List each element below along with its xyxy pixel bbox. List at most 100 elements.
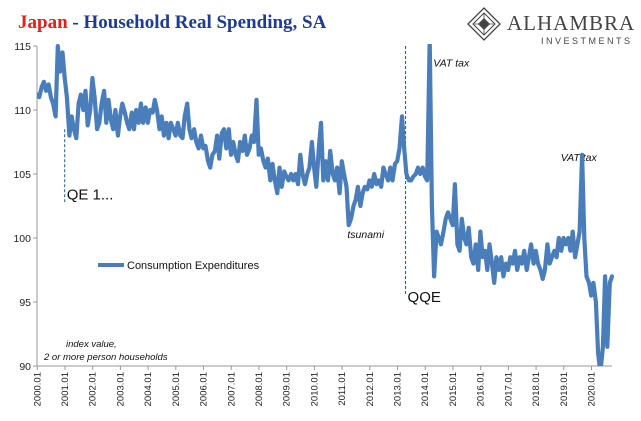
x-tick-label: 2012.01: [365, 372, 376, 406]
data-point: [592, 282, 595, 284]
data-point: [82, 109, 84, 111]
data-point: [424, 176, 426, 178]
data-point: [454, 183, 456, 185]
x-tick-label: 2013.01: [393, 372, 404, 406]
data-point: [117, 135, 119, 137]
data-point: [184, 115, 186, 117]
data-point: [218, 158, 220, 160]
data-point: [521, 263, 523, 265]
data-point: [348, 224, 350, 226]
data-point: [188, 128, 190, 130]
x-tick-label: 2002.01: [88, 372, 99, 406]
data-point: [200, 135, 202, 137]
data-point: [391, 179, 394, 181]
data-point: [288, 179, 290, 181]
data-point: [98, 122, 100, 124]
data-point: [422, 167, 424, 169]
data-point: [306, 173, 308, 175]
logo-name: ALHAMBRA: [507, 11, 635, 35]
data-point: [398, 147, 401, 149]
data-point: [84, 90, 87, 92]
data-point: [549, 263, 551, 265]
data-point: [181, 137, 184, 139]
data-point: [431, 205, 433, 207]
data-point: [345, 186, 348, 188]
data-point: [225, 147, 227, 149]
data-point: [276, 192, 278, 194]
data-point: [590, 295, 592, 297]
data-point: [459, 250, 461, 252]
data-point: [163, 135, 165, 137]
data-point: [530, 243, 532, 245]
data-point: [156, 109, 158, 111]
data-point: [274, 179, 276, 181]
data-point: [382, 167, 384, 169]
data-point: [71, 115, 73, 117]
data-point: [368, 179, 371, 181]
data-point: [204, 145, 207, 147]
data-point: [260, 147, 262, 149]
x-tick-label: 2009.01: [282, 372, 293, 406]
data-point: [211, 154, 213, 156]
data-point: [396, 160, 398, 162]
x-tick-label: 2015.01: [448, 372, 459, 406]
annotation-label: QQE: [408, 289, 441, 306]
annotation-label: VAT tax: [561, 152, 598, 164]
data-point: [355, 199, 357, 201]
data-point: [572, 231, 574, 233]
data-point: [440, 243, 442, 245]
data-point: [57, 45, 59, 47]
data-point: [45, 90, 47, 92]
annotation-label: QE 1...: [67, 187, 114, 204]
data-point: [461, 218, 463, 220]
data-point: [281, 186, 283, 188]
data-point: [537, 263, 539, 265]
data-point: [539, 269, 542, 271]
data-point: [507, 269, 509, 271]
data-point: [228, 128, 230, 130]
data-point: [463, 237, 465, 239]
data-point: [336, 167, 338, 169]
alhambra-logo: ALHAMBRA INVESTMENTS: [467, 7, 635, 46]
data-point: [447, 211, 449, 213]
data-point: [265, 167, 267, 169]
data-point: [600, 372, 601, 373]
diamond-logo-icon: [467, 7, 501, 41]
data-point: [611, 275, 613, 277]
logo-sub: INVESTMENTS: [541, 36, 633, 46]
data-point: [112, 128, 114, 130]
title-separator: -: [68, 12, 84, 33]
data-point: [583, 237, 585, 239]
data-point: [59, 71, 61, 73]
data-point: [78, 103, 80, 105]
x-tick-label: 2011.01: [337, 372, 348, 406]
y-tick-label: 110: [14, 105, 31, 117]
data-point: [352, 205, 355, 207]
series-line-consumption-expenditures: [37, 44, 615, 366]
data-point: [258, 154, 260, 156]
data-point: [558, 237, 560, 239]
x-tick-label: 2004.01: [143, 372, 154, 406]
data-point: [609, 282, 611, 284]
data-point: [121, 103, 123, 105]
data-point: [202, 147, 204, 149]
data-point: [562, 237, 565, 239]
data-point: [186, 103, 188, 105]
data-point: [502, 275, 504, 277]
data-point: [133, 128, 135, 130]
data-point: [168, 137, 170, 139]
x-tick-label: 2003.01: [115, 372, 126, 406]
data-point: [73, 128, 75, 130]
data-point: [350, 218, 352, 220]
data-point: [426, 179, 428, 181]
data-point: [415, 173, 417, 175]
data-point: [283, 170, 285, 172]
data-point: [574, 256, 576, 258]
data-point: [373, 173, 375, 175]
data-point: [37, 94, 38, 96]
data-point: [94, 96, 96, 98]
data-point: [114, 109, 116, 111]
data-point: [438, 237, 440, 239]
data-point: [546, 243, 549, 245]
data-point: [253, 141, 255, 143]
